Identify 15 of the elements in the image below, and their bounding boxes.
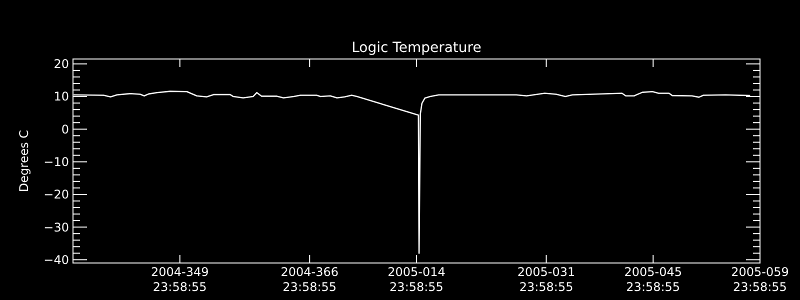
x-tick-label: 2004-366 23:58:55: [280, 265, 339, 294]
x-tick-label: 2005-045 23:58:55: [624, 265, 682, 294]
y-tick-label: 20: [54, 57, 69, 72]
y-axis-title: Degrees C: [17, 130, 31, 192]
x-tick-label: 2005-014 23:58:55: [388, 265, 446, 294]
x-tick-label: 2004-349 23:58:55: [150, 265, 209, 294]
y-tick-label: 0: [61, 122, 69, 136]
y-tick-label: −40: [44, 252, 69, 267]
y-tick-label: 10: [54, 90, 69, 104]
y-tick-label: −10: [44, 155, 69, 170]
y-tick-label: −30: [44, 220, 69, 234]
y-tick-label: −20: [44, 188, 69, 202]
x-tick-label: 2005-059 23:58:55: [731, 265, 789, 294]
chart-title: Logic Temperature: [352, 40, 482, 56]
x-tick-label: 2005-031 23:58:55: [517, 265, 576, 294]
